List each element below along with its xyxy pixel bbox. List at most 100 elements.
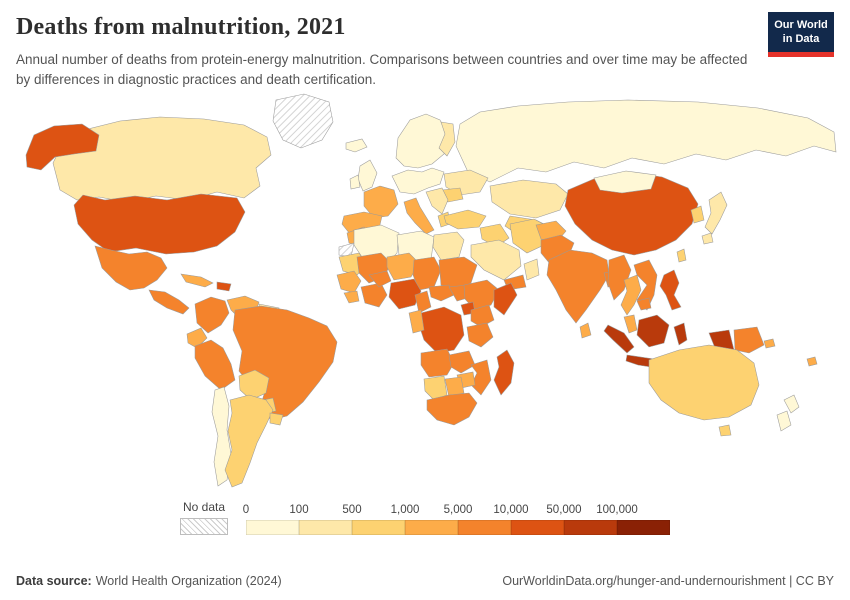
country-india[interactable] [546,249,610,324]
country-tanzania[interactable] [466,322,494,348]
legend-tick-label: 50,000 [546,504,582,517]
country-central-african-republic[interactable] [428,284,455,302]
country-united-kingdom[interactable] [357,159,378,192]
country-gabon-congo[interactable] [408,309,425,334]
country-ecuador[interactable] [186,327,208,349]
legend-bar [246,520,670,536]
country-central-america[interactable] [148,289,190,315]
chart-subtitle: Annual number of deaths from protein-ene… [16,52,748,87]
legend-tick-label: 10,000 [493,504,529,517]
country-senegal-guinea[interactable] [336,270,362,294]
country-greenland[interactable] [272,93,334,149]
country-italy[interactable] [403,197,435,235]
legend-swatch[interactable] [352,520,405,536]
country-vietnam-laos[interactable] [633,259,658,311]
country-balkans[interactable] [425,187,449,215]
country-philippines[interactable] [659,269,682,311]
country-sierra-leone-liberia[interactable] [343,290,360,304]
country-united-states[interactable] [73,193,246,255]
country-korea[interactable] [690,205,705,224]
country-zambia[interactable] [448,350,476,374]
country-papua-new-guinea[interactable] [733,326,765,354]
legend-swatch[interactable] [246,520,299,536]
country-kazakhstan[interactable] [489,179,569,219]
owid-logo-line2: in Data [782,33,820,46]
legend-swatch[interactable] [299,520,352,536]
map-canvas [8,93,850,498]
country-cambodia[interactable] [636,297,652,311]
country-thailand[interactable] [620,274,642,316]
legend-tick-label: 100 [289,504,309,517]
country-dr-congo[interactable] [418,306,465,354]
country-saudi-arabia[interactable] [470,239,522,281]
country-fiji[interactable] [806,356,818,367]
chart-header: Deaths from malnutrition, 2021 Annual nu… [0,0,850,89]
country-botswana[interactable] [444,376,465,398]
map-legend: No data 0 100 500 1,000 5,000 10,000 50,000 100… [0,500,850,536]
legend-tick-label: 5,000 [443,504,473,517]
country-madagascar[interactable] [493,349,515,396]
country-colombia[interactable] [194,296,230,334]
country-argentina[interactable] [224,394,274,488]
legend-tick-label: 1,000 [390,504,420,517]
country-australia[interactable] [648,344,760,437]
country-mexico[interactable] [94,245,168,291]
country-peru[interactable] [194,339,236,391]
legend-tick-label: 100,000 [596,504,638,517]
country-japan[interactable] [701,191,728,245]
legend-swatch[interactable] [405,520,458,536]
country-new-zealand[interactable] [776,394,800,432]
country-finland[interactable] [438,121,456,157]
country-brazil[interactable] [232,305,338,421]
country-scandinavia[interactable] [395,113,449,169]
country-central-europe[interactable] [391,167,445,195]
country-oman[interactable] [523,258,540,281]
country-niger[interactable] [386,252,420,281]
owid-logo-line1: Our World [774,19,828,31]
country-south-africa[interactable] [426,392,478,426]
page-title: Deaths from malnutrition, 2021 [16,14,346,40]
country-somalia[interactable] [493,282,518,316]
country-cuba[interactable] [180,273,214,288]
country-cote-divoire-ghana[interactable] [360,282,388,308]
legend-no-data-swatch [180,518,228,536]
country-sri-lanka[interactable] [579,322,592,339]
legend-swatch[interactable] [458,520,511,536]
data-source-text: World Health Organization (2024) [95,574,282,588]
country-ireland[interactable] [349,174,361,190]
country-angola[interactable] [420,348,455,378]
legend-swatch[interactable] [511,520,564,536]
country-egypt[interactable] [432,231,465,261]
world-map [25,93,837,488]
country-sudan[interactable] [438,256,478,292]
owid-logo[interactable]: Our World in Data [768,12,834,57]
country-russia[interactable] [455,99,837,183]
country-mozambique[interactable] [470,359,492,396]
country-chile[interactable] [211,386,232,487]
country-iceland[interactable] [345,138,368,153]
legend-labels: 0 100 500 1,000 5,000 10,000 50,000 100,000 [243,504,670,520]
credit-link[interactable]: OurWorldinData.org/hunger-and-undernouri… [502,574,834,588]
country-haiti[interactable] [216,281,232,292]
legend-swatch[interactable] [564,520,617,536]
country-nigeria[interactable] [388,278,422,310]
legend-no-data[interactable]: No data [180,500,228,536]
legend-swatch[interactable] [617,520,670,536]
country-cameroon[interactable] [414,290,432,314]
data-source: Data source: World Health Organization (2… [16,574,282,588]
country-united-states-alaska[interactable] [25,123,100,171]
owid-logo-accent [768,51,834,57]
country-myanmar[interactable] [607,254,632,301]
country-bolivia[interactable] [238,369,270,401]
country-solomon-islands[interactable] [763,338,776,349]
country-mongolia[interactable] [593,170,657,194]
country-burkina-faso[interactable] [368,270,392,288]
country-uruguay[interactable] [269,412,284,426]
legend-bins: 0 100 500 1,000 5,000 10,000 50,000 100,000 [243,504,670,536]
country-malaysia[interactable] [623,314,638,334]
legend-no-data-label: No data [182,500,226,515]
country-taiwan[interactable] [676,248,687,263]
country-turkey[interactable] [443,209,487,230]
footer: Data source: World Health Organization (2… [16,574,834,588]
country-france[interactable] [363,185,399,219]
